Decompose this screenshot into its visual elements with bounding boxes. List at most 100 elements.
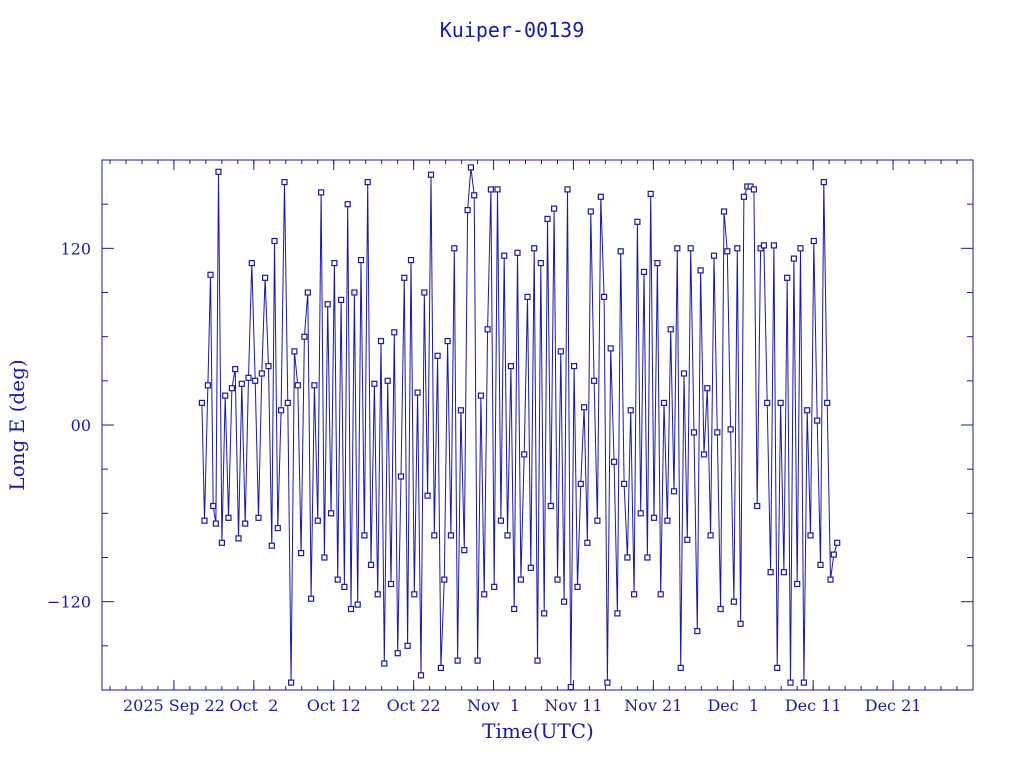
data-point — [600, 293, 608, 300]
data-point — [700, 451, 708, 458]
data-point — [444, 338, 451, 345]
data-point — [491, 583, 498, 591]
data-point — [314, 517, 321, 524]
data-point — [537, 260, 544, 267]
data-point — [467, 164, 474, 171]
data-point — [587, 208, 594, 215]
data-point — [367, 561, 375, 569]
data-point — [252, 377, 259, 384]
data-point — [764, 399, 771, 406]
data-point — [577, 480, 584, 487]
data-point — [820, 179, 827, 186]
data-point — [318, 189, 325, 196]
data-point — [504, 532, 511, 539]
data-point — [255, 514, 262, 521]
data-point — [232, 366, 239, 373]
data-point — [774, 664, 781, 672]
data-point — [311, 382, 318, 389]
data-point — [427, 171, 435, 178]
data-point — [737, 620, 744, 627]
data-point — [834, 539, 841, 546]
data-point — [807, 532, 814, 539]
data-point — [597, 193, 604, 200]
data-point — [647, 190, 654, 197]
data-point — [354, 601, 361, 608]
x-axis-label: Time(UTC) — [482, 719, 594, 743]
data-point — [810, 237, 817, 245]
data-point — [644, 554, 651, 561]
data-point — [262, 274, 269, 281]
x-tick-label: Nov 1 — [467, 696, 520, 715]
data-point — [580, 404, 588, 411]
data-point — [238, 380, 245, 387]
data-point — [507, 363, 514, 370]
data-point — [324, 301, 331, 308]
data-point — [218, 539, 225, 546]
data-point — [531, 245, 538, 252]
data-point — [790, 255, 798, 262]
tick-marks — [102, 159, 973, 691]
data-point — [650, 514, 658, 521]
data-point — [544, 215, 551, 222]
data-point — [437, 664, 444, 672]
data-point — [404, 642, 411, 649]
data-point — [387, 580, 395, 588]
data-point — [308, 595, 315, 602]
data-point — [814, 417, 821, 424]
data-point — [501, 252, 508, 259]
series-group — [198, 164, 841, 691]
data-point — [198, 399, 205, 406]
data-point — [517, 576, 525, 583]
data-point — [800, 679, 808, 686]
data-point — [344, 201, 351, 208]
data-point — [667, 326, 674, 333]
data-point — [640, 268, 648, 275]
data-point — [717, 605, 724, 613]
data-point — [417, 672, 425, 679]
data-point — [377, 338, 385, 345]
data-point — [235, 535, 242, 542]
data-point — [471, 192, 478, 199]
data-point — [291, 348, 298, 355]
data-point — [381, 660, 388, 667]
data-point — [394, 650, 401, 657]
data-point — [674, 245, 681, 252]
data-point — [554, 576, 561, 583]
data-point — [730, 598, 738, 605]
data-point — [630, 591, 638, 598]
data-point — [827, 576, 834, 583]
data-point — [494, 186, 501, 193]
data-point — [351, 289, 358, 296]
data-point — [524, 293, 531, 300]
data-point — [560, 598, 568, 605]
data-point — [204, 382, 211, 389]
data-point — [704, 385, 711, 392]
x-tick-label: Oct 2 — [229, 696, 278, 715]
data-point — [401, 274, 408, 281]
data-point — [384, 377, 391, 384]
data-point — [201, 517, 208, 524]
data-point — [610, 458, 618, 465]
data-point — [680, 370, 688, 377]
data-point — [760, 242, 768, 249]
data-point — [541, 610, 548, 617]
data-point — [374, 591, 381, 598]
x-tick-label: Oct 22 — [387, 696, 441, 715]
data-point — [265, 363, 272, 370]
data-point — [424, 492, 431, 499]
data-point — [215, 168, 222, 175]
data-point — [225, 514, 232, 521]
data-point — [334, 576, 341, 583]
x-tick-label: Oct 12 — [307, 696, 361, 715]
data-point — [361, 532, 368, 539]
data-point — [457, 407, 464, 414]
data-point — [321, 554, 328, 561]
data-point — [767, 569, 774, 576]
data-point — [694, 627, 701, 635]
data-point — [724, 248, 731, 255]
data-point — [431, 532, 438, 539]
data-point — [564, 186, 571, 193]
data-point — [407, 257, 415, 264]
data-point — [734, 245, 741, 252]
data-point — [634, 218, 641, 225]
